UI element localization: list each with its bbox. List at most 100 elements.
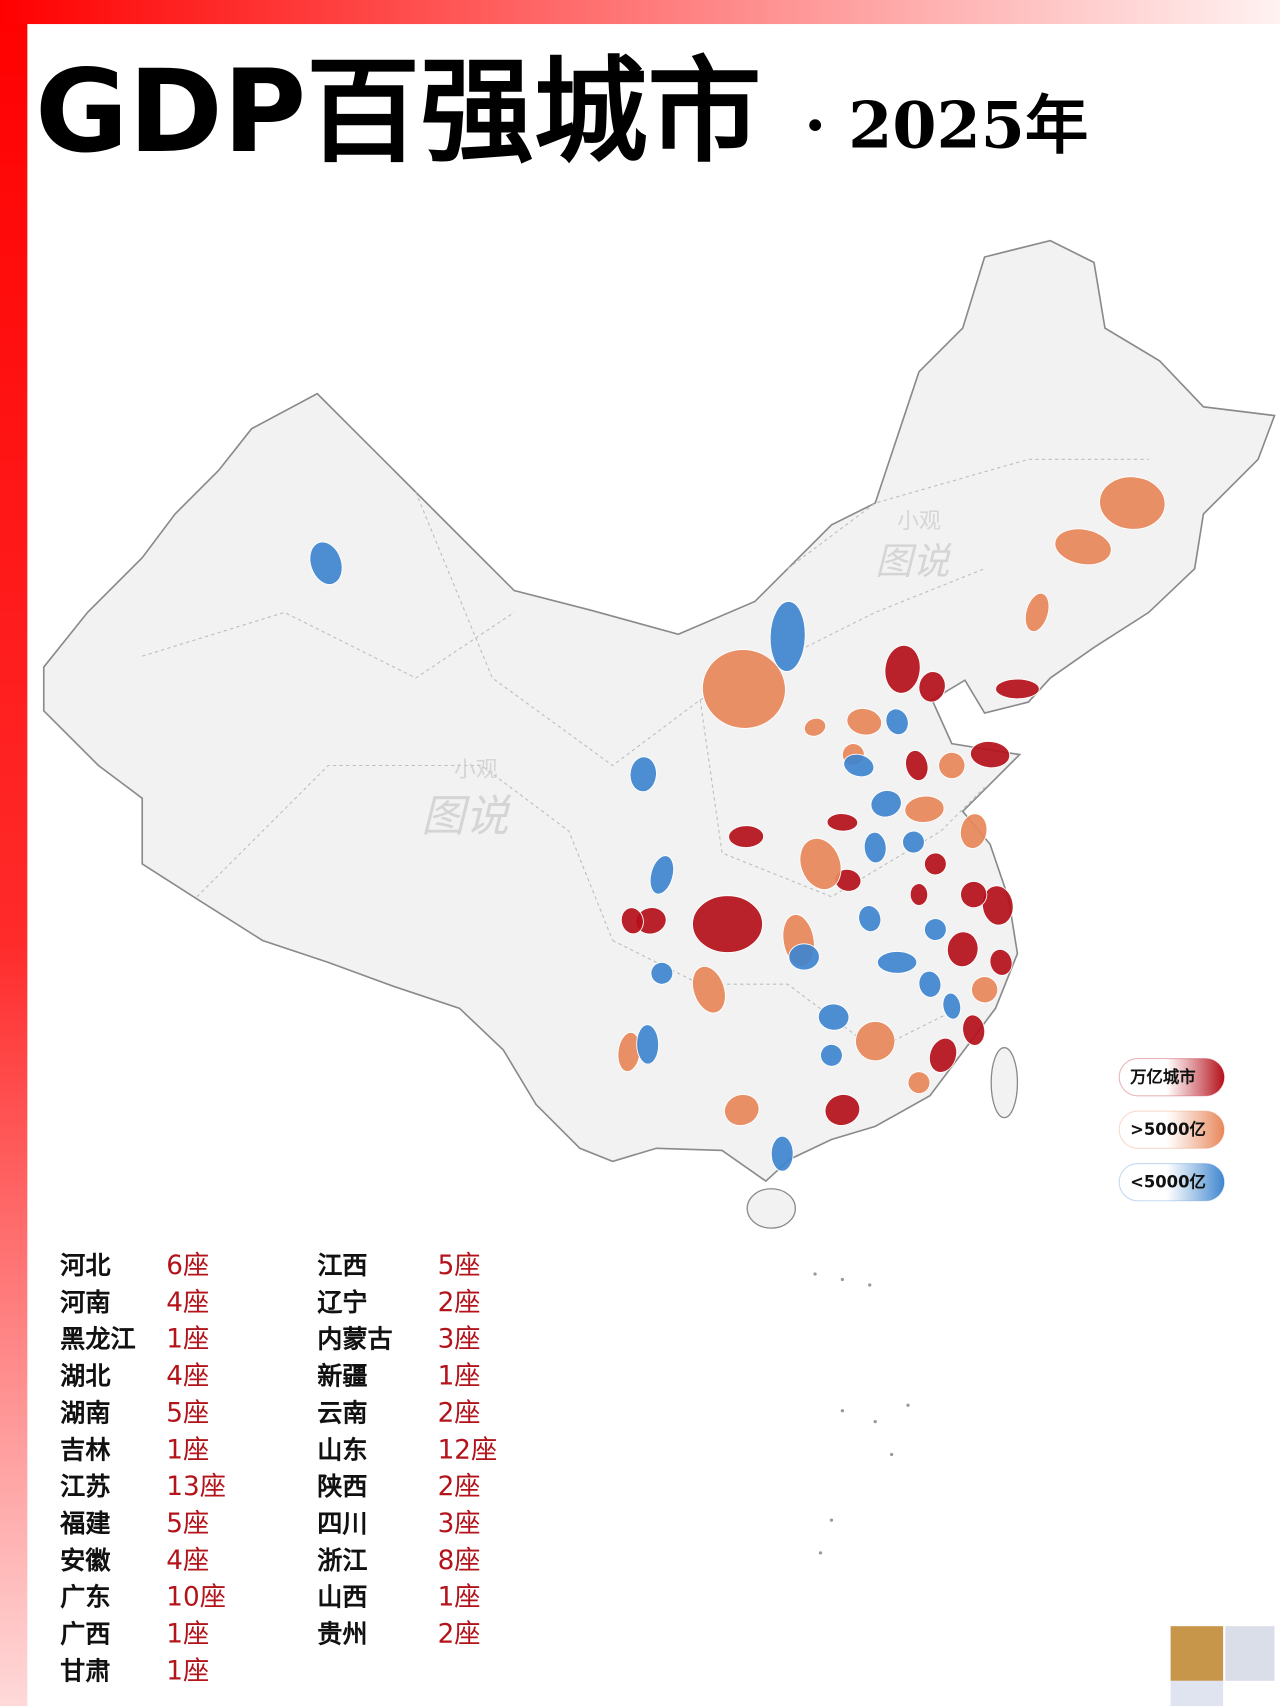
province-name: 广东 xyxy=(60,1582,110,1612)
city-region xyxy=(907,1071,931,1095)
legend-label: 万亿城市 xyxy=(1129,1068,1196,1087)
province-count: 2座 xyxy=(438,1398,481,1428)
city-region xyxy=(650,961,674,985)
city-region xyxy=(946,931,979,968)
city-region xyxy=(636,1024,660,1065)
province-count: 5座 xyxy=(166,1509,209,1539)
city-region xyxy=(904,795,945,823)
city-region xyxy=(846,708,883,736)
province-name: 新疆 xyxy=(317,1361,367,1391)
city-region xyxy=(817,1003,850,1031)
province-name: 吉林 xyxy=(60,1434,111,1464)
corner-square xyxy=(1170,1626,1224,1681)
province-count: 5座 xyxy=(166,1398,209,1428)
province-count: 4座 xyxy=(166,1288,209,1318)
province-name: 贵州 xyxy=(317,1619,367,1649)
province-name: 云南 xyxy=(317,1397,367,1427)
city-region xyxy=(938,751,966,780)
city-region xyxy=(769,601,806,672)
city-region xyxy=(724,1093,760,1126)
province-name: 湖南 xyxy=(60,1397,110,1427)
province-count: 8座 xyxy=(438,1546,481,1576)
city-region xyxy=(902,830,925,854)
city-region xyxy=(969,740,1011,769)
province-count: 1座 xyxy=(166,1435,209,1465)
province-name: 内蒙古 xyxy=(317,1324,392,1354)
city-region xyxy=(918,671,946,703)
city-region xyxy=(1054,528,1112,566)
province-count: 2座 xyxy=(438,1288,481,1318)
subtitle: · 2025年 xyxy=(804,88,1088,163)
watermark-text: 小观 xyxy=(897,509,941,534)
legend-swatch xyxy=(1118,1110,1225,1149)
city-region xyxy=(858,905,882,933)
city-region xyxy=(803,717,827,737)
city-region xyxy=(876,950,918,974)
city-region xyxy=(909,883,929,906)
province-count: 4座 xyxy=(166,1362,209,1392)
city-region xyxy=(962,1014,986,1046)
city-region xyxy=(629,756,657,793)
city-region xyxy=(620,907,644,935)
city-regions xyxy=(309,476,1166,1172)
province-count: 2座 xyxy=(438,1620,481,1650)
city-region xyxy=(692,895,763,953)
city-region xyxy=(649,855,675,895)
city-region xyxy=(989,948,1013,976)
watermark: 小观 图说 小观 图说 xyxy=(421,509,952,842)
province-count: 3座 xyxy=(438,1325,481,1355)
province-name: 河北 xyxy=(60,1250,110,1280)
province-name: 甘肃 xyxy=(60,1655,110,1685)
province-count: 10座 xyxy=(166,1583,226,1613)
city-region xyxy=(1024,592,1050,633)
city-region xyxy=(692,965,726,1014)
city-region xyxy=(959,813,988,849)
city-region xyxy=(843,753,875,778)
city-region xyxy=(942,992,962,1020)
province-count: 13座 xyxy=(166,1472,226,1502)
province-name: 福建 xyxy=(59,1508,111,1538)
province-borders xyxy=(142,458,1149,1051)
city-region xyxy=(728,825,765,848)
city-region xyxy=(960,880,988,909)
country-outline xyxy=(42,239,1276,1183)
legend-label: <5000亿 xyxy=(1130,1173,1206,1192)
watermark-text: 小观 xyxy=(454,757,498,782)
province-count: 3座 xyxy=(438,1509,481,1539)
legend-label: >5000亿 xyxy=(1130,1120,1206,1139)
city-region xyxy=(924,918,947,941)
city-region xyxy=(905,749,929,782)
province-name: 江苏 xyxy=(60,1471,110,1501)
province-name: 四川 xyxy=(317,1508,367,1538)
province-name: 安徽 xyxy=(60,1545,111,1575)
legend-swatch xyxy=(1118,1058,1225,1097)
city-region xyxy=(863,831,887,864)
city-region xyxy=(928,1037,958,1073)
city-region xyxy=(701,649,786,729)
city-region xyxy=(826,813,859,832)
city-region xyxy=(971,976,999,1004)
province-count: 1座 xyxy=(166,1656,209,1686)
city-region xyxy=(799,837,842,890)
city-region xyxy=(870,790,902,818)
province-name: 辽宁 xyxy=(317,1287,367,1317)
corner-square xyxy=(1225,1626,1275,1681)
province-count: 1座 xyxy=(166,1620,209,1650)
top-band xyxy=(0,0,1280,25)
side-band xyxy=(0,0,28,1706)
province-count: 4座 xyxy=(166,1546,209,1576)
city-region xyxy=(820,1043,843,1067)
legend: 万亿城市 >5000亿 <5000亿 xyxy=(1118,1058,1225,1202)
province-name: 浙江 xyxy=(317,1545,367,1575)
province-name: 河南 xyxy=(60,1287,110,1317)
city-region xyxy=(788,943,820,971)
city-region xyxy=(824,1094,861,1126)
province-count: 6座 xyxy=(166,1251,209,1281)
province-name: 山东 xyxy=(317,1434,367,1464)
taiwan xyxy=(990,1047,1019,1119)
province-name: 黑龙江 xyxy=(60,1324,135,1354)
city-region xyxy=(770,1135,794,1172)
